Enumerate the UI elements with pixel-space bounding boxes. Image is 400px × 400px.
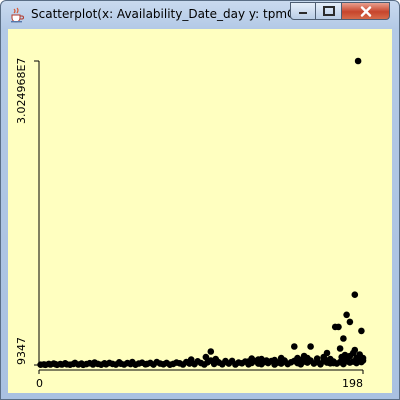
data-point	[314, 355, 321, 362]
data-point	[358, 328, 365, 335]
close-button[interactable]	[342, 2, 390, 20]
minimize-icon	[298, 7, 308, 15]
data-point	[352, 347, 359, 354]
x-tick-label-max: 198	[342, 377, 363, 390]
data-point	[307, 343, 314, 350]
data-point	[263, 357, 270, 364]
data-point	[304, 355, 311, 362]
data-point	[281, 357, 288, 364]
data-points	[37, 58, 366, 368]
maximize-icon	[323, 6, 335, 16]
data-point	[347, 319, 354, 326]
x-tick-label-min: 0	[36, 377, 43, 390]
data-point	[360, 355, 367, 362]
y-tick-label-min: 9347	[15, 337, 28, 365]
maximize-button[interactable]	[316, 2, 342, 20]
title-bar[interactable]: Scatterplot(x: Availability_Date_day y: …	[1, 1, 399, 29]
data-point	[327, 356, 334, 363]
scatterplot-chart	[8, 29, 392, 393]
data-point	[335, 324, 342, 331]
data-point	[345, 358, 352, 365]
data-point	[352, 291, 359, 298]
data-point	[355, 58, 362, 65]
data-point	[214, 358, 221, 365]
minimize-button[interactable]	[290, 2, 316, 20]
y-tick-label-max: 3.024968E7	[15, 58, 28, 124]
data-point	[208, 348, 215, 355]
data-point	[342, 352, 349, 359]
data-point	[343, 312, 350, 319]
data-point	[337, 345, 344, 352]
window-title: Scatterplot(x: Availability_Date_day y: …	[31, 7, 300, 21]
data-point	[340, 335, 347, 342]
data-point	[203, 354, 210, 361]
data-point	[291, 343, 298, 350]
data-point	[222, 358, 229, 365]
java-cup-icon	[9, 7, 25, 23]
data-point	[271, 357, 278, 364]
data-point	[248, 355, 255, 362]
data-point	[324, 350, 331, 357]
plot-area[interactable]: 3.024968E7 9347 0 198	[8, 29, 392, 393]
data-point	[320, 358, 327, 365]
close-icon	[360, 6, 372, 17]
